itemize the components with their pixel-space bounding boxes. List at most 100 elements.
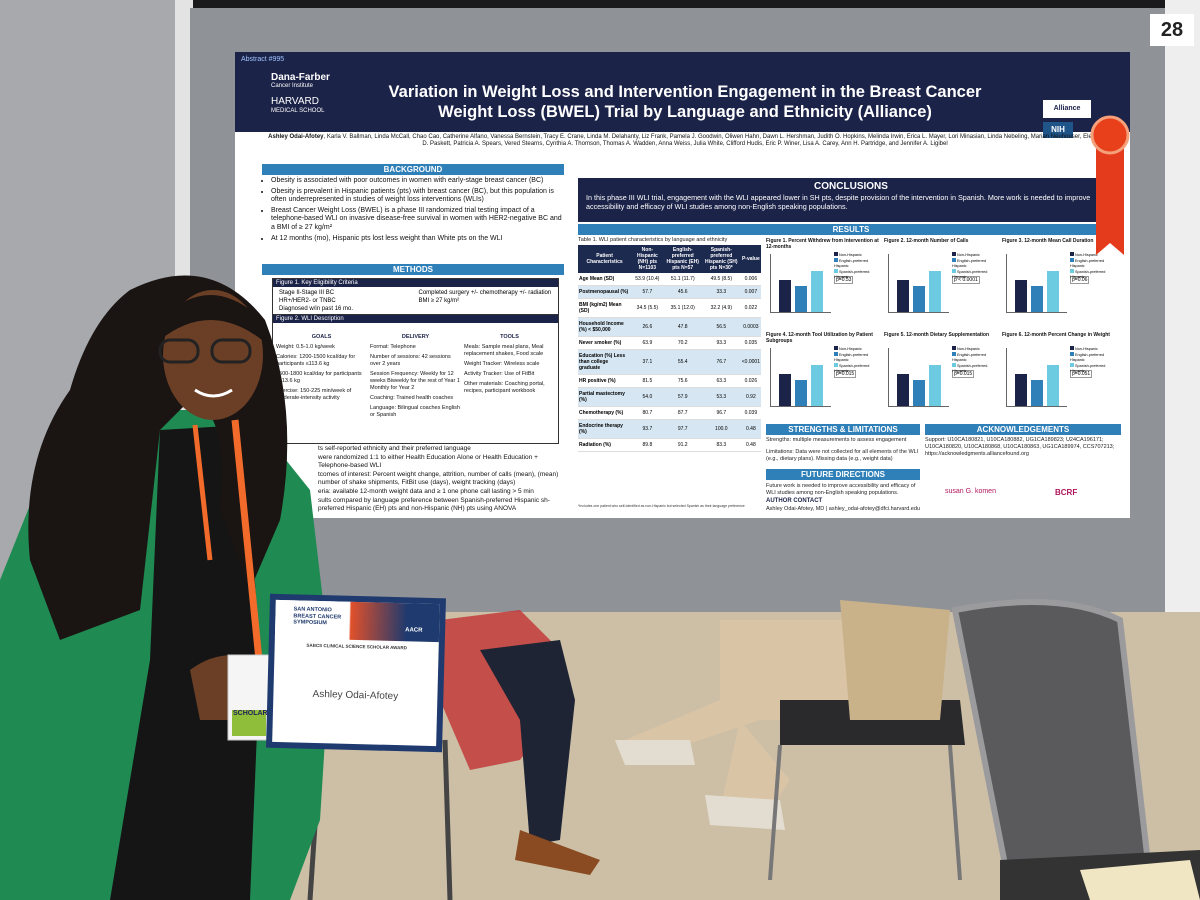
legend-label: Spanish-preferred Hispanic — [834, 270, 870, 279]
figure-grid: Figure 1. Percent Withdrew from Interven… — [766, 238, 1121, 426]
legend-label: Non-Hispanic — [839, 253, 862, 257]
figure-panel: Figure 5. 12-month Dietary Supplementati… — [884, 332, 998, 422]
wli-item: 1500-1800 kcal/day for participants >113… — [276, 371, 362, 384]
wli-item: Calories: 1200-1500 kcal/day for partici… — [276, 354, 356, 367]
table-row: Age Mean (SD) 53.9 (10.4) 51.1 (11.7) 49.5 … — [578, 273, 761, 286]
header-cell: P-value — [740, 245, 761, 273]
legend-label: English-preferred Hispanic — [834, 353, 869, 362]
table-cell: 80.7 — [631, 406, 664, 420]
legend-label: Spanish-preferred Hispanic — [834, 364, 870, 373]
column-heading: TOOLS — [500, 334, 519, 340]
legend-label: Spanish-preferred Hispanic — [1070, 270, 1106, 279]
criterion: Diagnosed w/in past 16 mo. — [279, 306, 354, 312]
legend-swatch — [952, 363, 956, 367]
legend-entry: English-preferred Hispanic — [834, 258, 880, 269]
legend-entry: English-preferred Hispanic — [1070, 258, 1116, 269]
certificate-award: SABCS CLINICAL SCIENCE SCHOLAR AWARD — [306, 642, 407, 651]
wli-column: DELIVERY Format: Telephone Number of sessi… — [370, 326, 461, 422]
poster-title: Variation in Weight Loss and Interventio… — [388, 83, 982, 121]
section-heading: METHODS — [262, 264, 564, 275]
legend-entry: English-preferred Hispanic — [952, 352, 998, 363]
legend-label: Non-Hispanic — [1075, 253, 1098, 257]
table-row: Chemotherapy (%) 80.7 87.7 96.7 0.039 — [578, 406, 761, 420]
table-cell: 0.48 — [740, 438, 761, 452]
certificate: SAN ANTONIO BREAST CANCER SYMPOSIUM AACR… — [272, 599, 440, 747]
wli-column: GOALS Weight: 0.5-1.0 kg/week Calories: 12… — [276, 326, 367, 422]
table-cell: 0.022 — [740, 298, 761, 318]
illustrative-bar — [811, 365, 823, 406]
characteristics-table: Patient Characteristics Non-Hispanic (NH)… — [578, 245, 761, 452]
legend-entry: English-preferred Hispanic — [952, 258, 998, 269]
legend-swatch — [1070, 346, 1074, 350]
table-cell: 35.1 (12.0) — [663, 298, 702, 318]
table-cell: 91.2 — [663, 438, 702, 452]
legend-swatch — [834, 269, 838, 273]
illustrative-bar — [913, 285, 925, 312]
methods-line: sults compared by language preference be… — [318, 496, 550, 513]
table-row: BMI (kg/m2) Mean (SD) 34.5 (5.5) 35.1 (12.… — [578, 298, 761, 318]
presenter — [0, 275, 330, 900]
bullet: Obesity is prevalent in Hispanic patient… — [271, 188, 562, 205]
table-cell: 32.2 (4.9) — [701, 298, 741, 318]
bullet: At 12 months (mo), Hispanic pts lost les… — [271, 235, 562, 244]
legend-swatch — [952, 346, 956, 350]
illustrative-bar — [1015, 374, 1027, 406]
author-list: Ashley Odai-Afotey, Karla V. Ballman, Li… — [268, 134, 1102, 147]
table-cell: <0.0001 — [740, 349, 761, 375]
figure-title: Figure 2. WLI Description — [273, 315, 558, 323]
illustrative-bar — [1047, 271, 1059, 312]
legend-swatch — [1070, 363, 1074, 367]
legend: Non-Hispanic English-preferred Hispanic Sp… — [952, 346, 998, 374]
table-wrap: Patient Characteristics Non-Hispanic (NH)… — [578, 245, 761, 452]
plot-area — [1006, 348, 1067, 407]
table-row: Partial mastectomy (%) 54.0 57.9 53.3 0.92 — [578, 387, 761, 407]
legend: Non-Hispanic English-preferred Hispanic Sp… — [834, 346, 880, 374]
wli-item: Number of sessions: 42 sessions over 2 y… — [370, 354, 451, 367]
plot-area — [888, 254, 949, 313]
legend-label: Spanish-preferred Hispanic — [1070, 364, 1106, 373]
figure-panel: Figure 4. 12-month Tool Utilization by P… — [766, 332, 880, 422]
criterion: Stage II-Stage III BC — [279, 290, 335, 296]
legend-entry: Non-Hispanic — [952, 252, 998, 258]
legend-swatch — [1070, 352, 1074, 356]
criterion: Completed surgery +/- chemotherapy +/- r… — [418, 290, 552, 296]
methods-text: ts self-reported ethnicity and their pre… — [318, 445, 566, 514]
legend-swatch — [834, 346, 838, 350]
p-value: p=0.06 — [1070, 276, 1090, 284]
legend-entry: Non-Hispanic — [1070, 346, 1116, 352]
methods-line: were randomized 1:1 to either Health Edu… — [318, 453, 538, 470]
table-cell: Chemotherapy (%) — [578, 406, 632, 420]
illustrative-bar — [811, 271, 823, 312]
table-cell: 0.035 — [740, 336, 761, 350]
table-cell: Never smoker (%) — [578, 336, 632, 350]
plot-area — [1006, 254, 1067, 313]
table-cell: 83.3 — [701, 438, 741, 452]
figure-title: Figure 2. 12-month Number of Calls — [884, 238, 969, 244]
authors: Karla V. Ballman, Linda McCall, Chao Cao… — [326, 134, 1102, 147]
future-text: Future work is needed to improve accessi… — [766, 483, 916, 496]
table-cell: Postmenopausal (%) — [578, 285, 632, 299]
legend-entry: English-preferred Hispanic — [1070, 352, 1116, 363]
table-cell: Radiation (%) — [578, 438, 632, 452]
table-cell: 70.2 — [663, 336, 702, 350]
legend-swatch — [952, 352, 956, 356]
eligibility-list: Stage II-Stage III BC HR+/HER2- or TNBC Di… — [273, 287, 558, 315]
criterion: HR+/HER2- or TNBC — [279, 298, 336, 304]
contact-heading: AUTHOR CONTACT — [766, 498, 823, 504]
legend-label: English-preferred Hispanic — [1070, 353, 1105, 362]
table-cell: 57.7 — [631, 285, 664, 299]
figure-title: Figure 1. Percent Withdrew from Interven… — [766, 238, 879, 250]
sponsor-logo: BCRF — [1055, 488, 1078, 497]
table-cell: 53.9 (10.4) — [631, 273, 664, 286]
section-heading: RESULTS — [578, 224, 1124, 235]
table-cell: Endocrine therapy (%) — [578, 419, 632, 439]
table-cell: 81.5 — [631, 374, 664, 388]
illustrative-bar — [897, 374, 909, 406]
table-cell: 0.48 — [740, 419, 761, 439]
right-wall — [1165, 0, 1200, 620]
table-cell: 54.0 — [631, 387, 664, 407]
section-heading: STRENGTHS & LIMITATIONS — [766, 424, 920, 435]
illustrative-bar — [779, 374, 791, 406]
table-cell: 45.6 — [663, 285, 702, 299]
